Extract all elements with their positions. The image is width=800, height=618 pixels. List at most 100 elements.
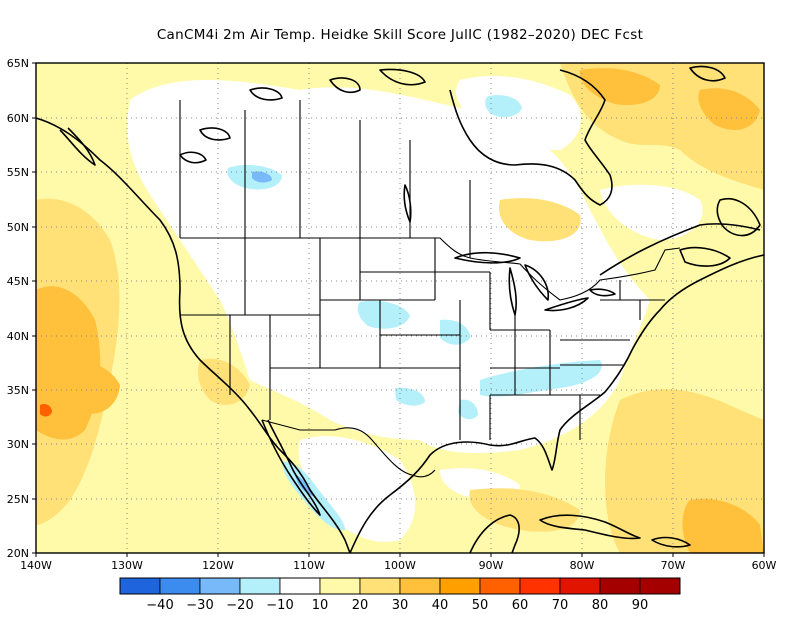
colorbar-labels: −40 −30 −20 −10 10 20 30 40 50 60 70 80 …	[146, 598, 648, 613]
state-lines	[180, 238, 665, 440]
blue-region-midwest	[440, 319, 470, 345]
colorbar-swatch	[119, 577, 161, 595]
red-orange-spot	[40, 403, 52, 417]
province-lines	[179, 100, 471, 258]
lat-label-35n: 35N	[7, 384, 29, 397]
colorbar-label-neg30: −30	[186, 598, 213, 613]
colorbar-label-60: 60	[512, 598, 529, 613]
latitude-labels: 65N 60N 55N 50N 45N 40N 35N 30N 25N 20N	[7, 57, 29, 560]
blue-region-tennessee	[480, 360, 602, 397]
cuba-coastline	[539, 514, 641, 540]
lon-label-60w: 60W	[752, 559, 777, 572]
lat-label-20n: 20N	[7, 547, 29, 560]
colorbar-label-90: 90	[632, 598, 649, 613]
blue-region-sask-core	[252, 171, 272, 183]
orange-region-hudson	[499, 198, 581, 242]
lake-ontario	[589, 288, 616, 297]
longitude-labels: 140W 130W 120W 110W 100W 90W 80W 70W 60W	[20, 559, 776, 572]
lon-label-80w: 80W	[570, 559, 595, 572]
lon-label-130w: 130W	[111, 559, 143, 572]
great-bear-lake	[199, 127, 231, 141]
lake-huron	[524, 264, 550, 301]
colorbar-swatch	[279, 577, 321, 595]
blue-region-plains	[357, 300, 410, 329]
lat-label-45n: 45N	[7, 275, 29, 288]
white-region-east-canada	[600, 184, 703, 240]
colorbar: −40 −30 −20 −10 10 20 30 40 50 60 70 80 …	[119, 577, 681, 613]
lat-label-65n: 65N	[7, 57, 29, 70]
lon-label-110w: 110W	[293, 559, 325, 572]
colorbar-label-80: 80	[592, 598, 609, 613]
lat-label-30n: 30N	[7, 438, 29, 451]
newfoundland-coastline	[716, 198, 761, 237]
hudson-bay-coastline	[449, 69, 613, 206]
blue-region-miss	[458, 399, 478, 420]
gridlines	[36, 63, 764, 553]
bc-islands	[59, 127, 96, 166]
lon-label-100w: 100W	[384, 559, 416, 572]
great-slave-lake	[179, 151, 207, 164]
colorbar-label-30: 30	[392, 598, 409, 613]
arctic-island-3	[249, 87, 283, 101]
colorbar-swatch	[159, 577, 201, 595]
skill-score-field	[36, 63, 764, 553]
lake-erie	[544, 297, 589, 312]
lon-label-140w: 140W	[20, 559, 52, 572]
colorbar-swatch	[199, 577, 241, 595]
colorbar-swatch	[359, 577, 401, 595]
lat-label-40n: 40N	[7, 330, 29, 343]
colorbar-label-neg10: −10	[266, 598, 293, 613]
colorbar-label-20: 20	[352, 598, 369, 613]
white-region-mexico	[298, 436, 415, 542]
colorbar-swatch	[399, 577, 441, 595]
colorbar-swatch	[439, 577, 481, 595]
colorbar-label-neg20: −20	[226, 598, 253, 613]
blue-region-texas	[395, 387, 425, 406]
map-outlines	[36, 65, 764, 553]
colorbar-swatches	[119, 577, 681, 595]
colorbar-swatch	[519, 577, 561, 595]
colorbar-frame	[119, 577, 681, 595]
white-region-north	[456, 75, 581, 150]
colorbar-swatch	[639, 577, 681, 595]
dark-orange-region-atlantic	[682, 498, 764, 553]
lat-label-50n: 50N	[7, 221, 29, 234]
lat-label-25n: 25N	[7, 493, 29, 506]
colorbar-swatch	[479, 577, 521, 595]
lat-label-60n: 60N	[7, 112, 29, 125]
dark-orange-region-quebec	[579, 68, 660, 106]
political-boundaries	[179, 100, 681, 478]
st-lawrence	[599, 223, 761, 276]
blue-region-hudsonbay	[485, 95, 522, 118]
baja-coastline	[261, 419, 321, 516]
lon-label-70w: 70W	[661, 559, 686, 572]
arctic-island-1	[329, 77, 361, 94]
dark-orange-region-labrador	[698, 88, 760, 130]
arctic-island-2	[379, 68, 426, 86]
dark-orange-region-pacific2	[58, 358, 120, 414]
arctic-island-4	[689, 65, 726, 82]
us-canada-border	[180, 237, 681, 301]
us-mexico-border	[261, 419, 436, 478]
map-title: CanCM4i 2m Air Temp. Heidke Skill Score …	[156, 27, 644, 43]
colorbar-label-neg40: −40	[146, 598, 173, 613]
hispaniola-coastline	[651, 536, 691, 548]
colorbar-swatch	[559, 577, 601, 595]
colorbar-label-70: 70	[552, 598, 569, 613]
orange-region-gulfcoast	[469, 488, 580, 532]
colorbar-label-10: 10	[312, 598, 329, 613]
colorbar-swatch	[239, 577, 281, 595]
nova-scotia-coastline	[679, 246, 731, 267]
lake-superior	[454, 251, 521, 264]
lon-label-120w: 120W	[202, 559, 234, 572]
gulf-coastline	[349, 254, 764, 553]
lat-label-55n: 55N	[7, 166, 29, 179]
west-coastline	[36, 117, 351, 553]
colorbar-swatch	[319, 577, 361, 595]
colorbar-label-40: 40	[432, 598, 449, 613]
colorbar-label-50: 50	[472, 598, 489, 613]
tick-marks	[32, 62, 765, 557]
colorbar-swatch	[599, 577, 641, 595]
yucatan-coastline	[469, 514, 520, 553]
